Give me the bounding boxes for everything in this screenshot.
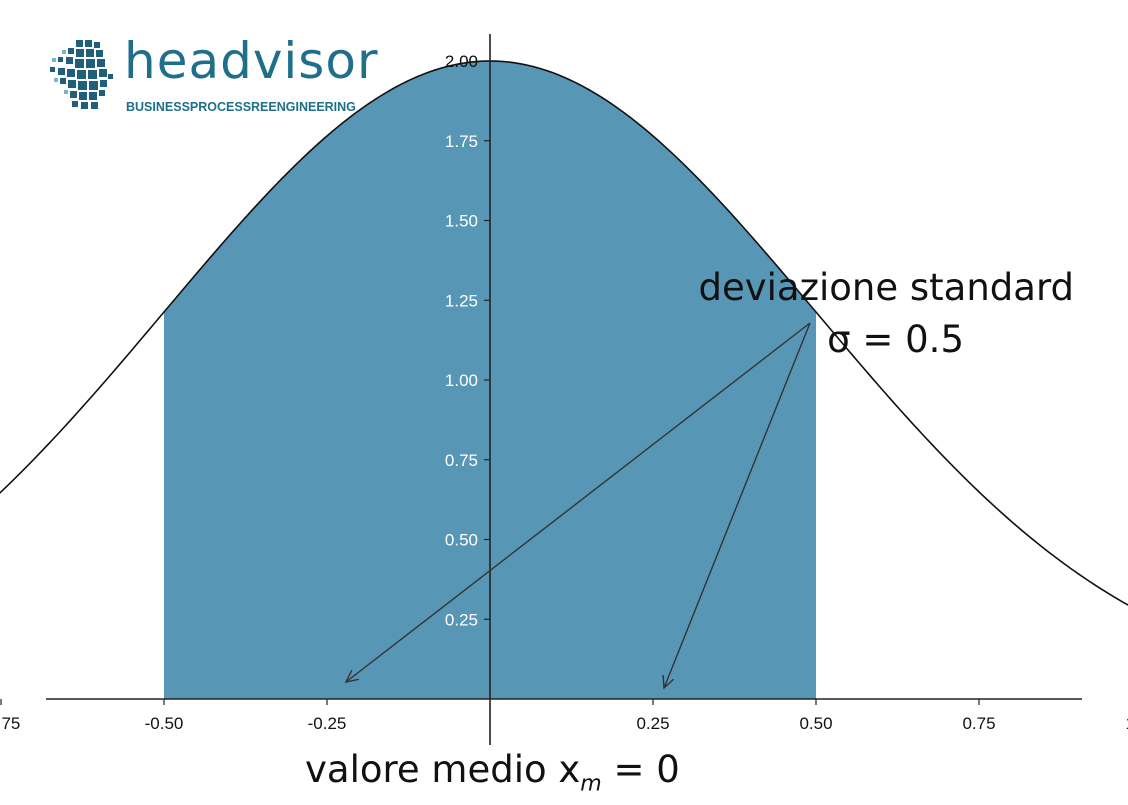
std-label: deviazione standard bbox=[698, 266, 1074, 309]
head-profile-pixel-icon bbox=[50, 40, 113, 109]
y-tick-label: 0.25 bbox=[445, 610, 478, 629]
logo-tagline: BUSINESSPROCESSREENGINEERING bbox=[126, 100, 356, 114]
arrow-to-plus-sigma bbox=[663, 322, 811, 689]
arrow-to-minus-sigma-head bbox=[344, 670, 359, 683]
y-tick-label: 1.00 bbox=[445, 371, 478, 390]
x-tick-label: -0.75 bbox=[0, 714, 20, 733]
arrow-to-minus-sigma bbox=[345, 322, 811, 683]
x-tick-label: 0.75 bbox=[962, 714, 995, 733]
y-tick-label: 1.25 bbox=[445, 291, 478, 310]
y-tick-label: 0.50 bbox=[445, 531, 478, 550]
x-tick-label: 0.25 bbox=[636, 714, 669, 733]
mean-annotation: valore medio xm = 0 bbox=[305, 748, 680, 796]
x-tick-label: 1.00 bbox=[1125, 714, 1128, 733]
y-tick-label: 0.75 bbox=[445, 451, 478, 470]
logo-wordmark: headvisor bbox=[124, 32, 379, 90]
distribution-curve bbox=[0, 60, 1128, 606]
y-tick-label: 1.75 bbox=[445, 132, 478, 151]
x-tick-label: -0.25 bbox=[308, 714, 347, 733]
brand-logo: headvisor BUSINESSPROCESSREENGINEERING bbox=[46, 32, 386, 118]
x-tick-label: -0.50 bbox=[145, 714, 184, 733]
mean-value: = 0 bbox=[601, 748, 680, 791]
mean-label: valore medio x bbox=[305, 748, 581, 791]
std-deviation-annotation: deviazione standard σ = 0.5 bbox=[654, 262, 1074, 366]
x-tick-label: 0.50 bbox=[799, 714, 832, 733]
y-tick-label: 2.00 bbox=[445, 52, 478, 71]
arrow-to-plus-sigma-head bbox=[662, 674, 675, 690]
mean-subscript: m bbox=[580, 771, 602, 797]
y-tick-label: 1.50 bbox=[445, 212, 478, 231]
sigma-value: σ = 0.5 bbox=[827, 318, 964, 361]
